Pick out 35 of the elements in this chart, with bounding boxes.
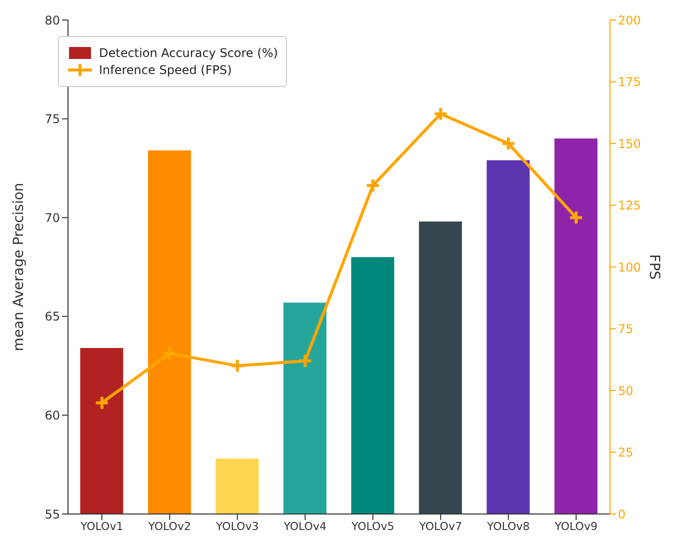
legend-label: Inference Speed (FPS) <box>99 63 232 77</box>
y2-tick-label: 125 <box>618 198 641 213</box>
point <box>500 136 516 151</box>
y-tick-label: 80 <box>44 13 60 28</box>
y-tick-label: 70 <box>44 210 60 225</box>
y-tick-label: 55 <box>44 507 60 522</box>
y2-tick-label: 175 <box>618 75 641 90</box>
y-axis-title: mean Average Precision <box>10 182 27 352</box>
y2-tick-label: 50 <box>618 384 634 398</box>
x-tick-label: YOLOv3 <box>215 520 259 533</box>
y2-tick-label: 200 <box>618 13 641 28</box>
point <box>365 178 380 193</box>
y2-tick-label: 150 <box>618 136 641 151</box>
point <box>433 106 448 122</box>
x-tick-label: YOLOv5 <box>350 520 394 533</box>
point <box>162 346 178 361</box>
y2-tick-label: 75 <box>618 322 634 336</box>
x-tick-label: YOLOv8 <box>486 520 530 533</box>
y-tick-label: 65 <box>44 310 60 324</box>
x-tick-label: YOLOv9 <box>554 520 598 533</box>
y2-axis-title: FPS <box>646 254 662 280</box>
y2-tick-label: 100 <box>618 260 641 274</box>
legend-label: Detection Accuracy Score (%) <box>99 46 278 60</box>
x-tick-label: YOLOv1 <box>80 520 124 533</box>
x-tick-label: YOLOv7 <box>418 520 462 533</box>
point <box>568 210 584 226</box>
x-tick-label: YOLOv2 <box>147 520 191 533</box>
point <box>230 358 245 374</box>
point <box>94 395 110 410</box>
y-tick-label: 60 <box>44 408 60 422</box>
y2-tick-label: 25 <box>618 446 634 460</box>
y2-tick-label: 0 <box>618 507 626 522</box>
point <box>298 353 313 368</box>
y-tick-label: 75 <box>44 112 60 126</box>
x-tick-label: YOLOv4 <box>282 520 326 533</box>
